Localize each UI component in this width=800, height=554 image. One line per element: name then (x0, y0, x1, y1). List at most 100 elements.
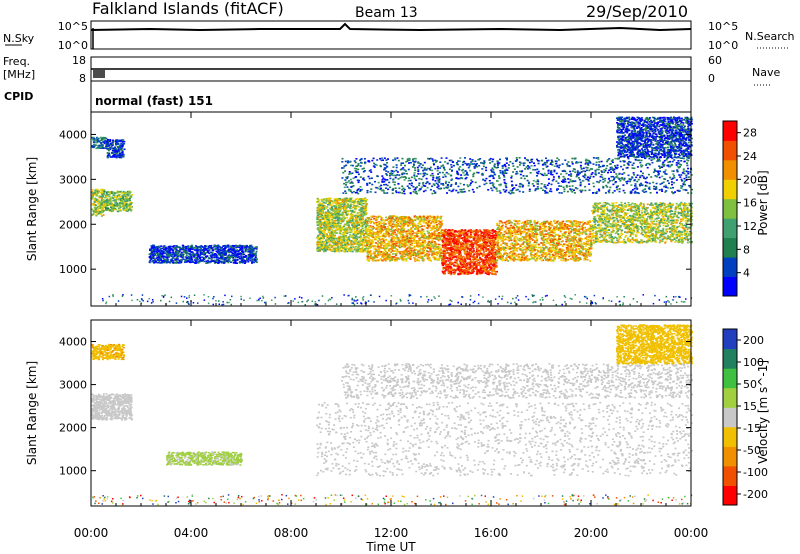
range-cell (435, 253, 438, 256)
range-cell (334, 247, 337, 249)
range-cell (389, 255, 392, 258)
range-cell (373, 222, 375, 224)
range-cell (437, 239, 440, 242)
range-cell (362, 207, 365, 210)
range-cell (432, 256, 435, 259)
range-cell (220, 260, 223, 263)
range-cell (413, 236, 416, 239)
range-cell (111, 140, 114, 143)
range-cell (203, 260, 206, 263)
range-cell (375, 216, 378, 218)
range-cell (395, 221, 398, 223)
range-cell (398, 217, 401, 220)
range-cell (106, 140, 109, 142)
range-cell (409, 257, 412, 259)
range-cell (426, 238, 429, 240)
range-cell (335, 209, 338, 211)
range-cell (336, 241, 339, 244)
range-cell (409, 218, 412, 221)
range-cell (408, 248, 411, 251)
range-cell (319, 225, 322, 228)
range-cell (375, 219, 378, 221)
range-cell (249, 245, 251, 248)
range-cell (156, 248, 159, 251)
range-cell (223, 250, 226, 253)
range-cell (334, 234, 336, 237)
range-cell (421, 216, 424, 218)
range-cell (373, 250, 376, 253)
range-cell (155, 252, 158, 255)
range-cell (316, 208, 319, 210)
range-cell (231, 247, 234, 249)
range-cell (433, 234, 436, 236)
range-cell (348, 205, 351, 207)
range-cell (218, 251, 221, 254)
range-cell (178, 262, 181, 264)
range-cell (117, 139, 120, 142)
range-cell (341, 214, 343, 216)
range-cell (191, 254, 194, 256)
range-cell (100, 200, 103, 202)
range-cell (354, 217, 357, 219)
range-cell (380, 219, 383, 222)
range-cell (325, 222, 328, 224)
range-cell (245, 245, 248, 248)
range-cell (428, 247, 431, 250)
range-cell (180, 254, 183, 256)
range-cell (429, 215, 432, 217)
range-cell (345, 242, 348, 244)
range-cell (252, 249, 255, 252)
range-cell (327, 218, 330, 221)
range-cell (163, 258, 166, 261)
range-cell (396, 220, 399, 222)
range-cell (345, 246, 348, 249)
range-cell (119, 198, 122, 200)
range-cell (367, 241, 370, 244)
range-cell (215, 256, 218, 259)
range-cell (402, 220, 405, 222)
range-cell (397, 239, 400, 242)
range-cell (365, 227, 368, 230)
range-cell (356, 233, 359, 235)
range-cell (345, 243, 348, 246)
range-cell (232, 248, 235, 250)
range-cell (190, 256, 193, 258)
range-cell (127, 190, 130, 193)
range-cell (223, 252, 226, 254)
range-cell (355, 222, 358, 225)
range-cell (356, 237, 359, 239)
range-cell (362, 223, 365, 225)
range-cell (205, 262, 208, 264)
range-cell (101, 188, 104, 191)
range-cell (356, 229, 359, 232)
range-cell (347, 199, 350, 202)
range-cell (410, 239, 413, 241)
range-cell (400, 230, 403, 233)
range-cell (423, 225, 426, 227)
range-cell (212, 246, 215, 249)
range-cell (184, 249, 187, 252)
range-cell (92, 203, 95, 205)
range-cell (427, 220, 430, 223)
range-cell (330, 204, 333, 206)
range-cell (119, 205, 122, 207)
range-cell (320, 231, 322, 233)
range-cell (358, 203, 361, 205)
range-cell (115, 149, 118, 151)
range-cell (335, 227, 338, 229)
range-cell (367, 234, 370, 237)
range-cell (393, 219, 396, 221)
range-cell (372, 241, 375, 244)
range-cell (117, 156, 120, 158)
range-cell (359, 234, 362, 236)
range-cell (402, 226, 405, 229)
range-cell (426, 215, 429, 217)
range-cell (96, 189, 99, 191)
range-cell (374, 256, 376, 259)
range-cell (372, 252, 375, 255)
range-cell (125, 203, 128, 205)
range-cell (121, 195, 124, 198)
range-cell (345, 229, 348, 232)
range-cell (187, 245, 190, 247)
range-cell (344, 200, 347, 203)
